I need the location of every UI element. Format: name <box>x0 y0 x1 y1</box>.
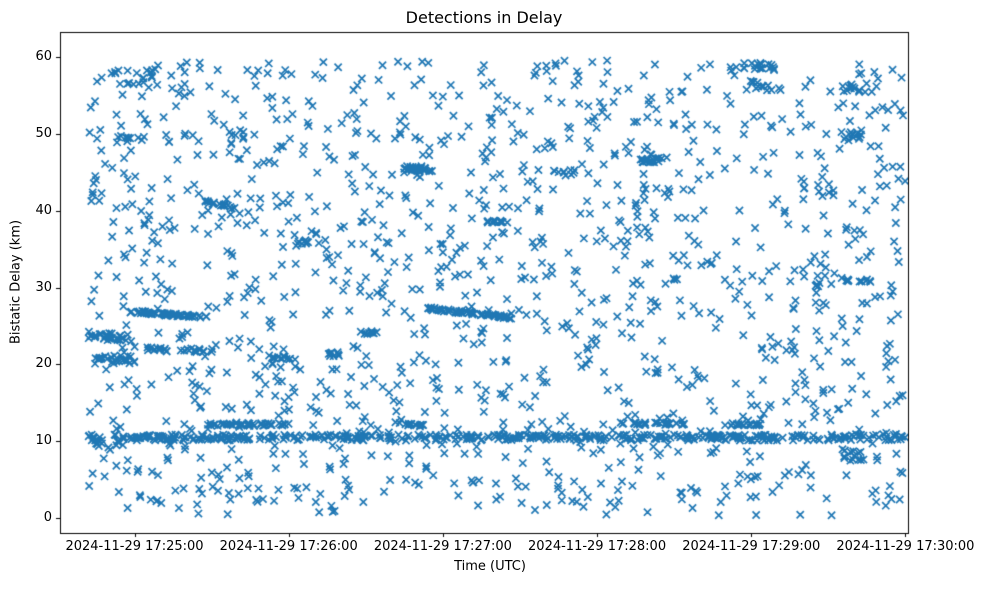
x-tick-label: 2024-11-29 17:25:00 <box>65 539 204 554</box>
y-tick-label: 60 <box>35 48 52 64</box>
x-tick-label: 2024-11-29 17:28:00 <box>528 539 667 554</box>
y-tick-label: 20 <box>35 356 52 372</box>
x-tick-label: 2024-11-29 17:27:00 <box>373 539 512 554</box>
x-tick-label: 2024-11-29 17:30:00 <box>836 539 975 554</box>
chart-title: Detections in Delay <box>405 8 563 27</box>
y-tick-label: 50 <box>35 125 52 141</box>
y-tick-label: 30 <box>35 279 52 295</box>
x-tick-label: 2024-11-29 17:26:00 <box>219 539 358 554</box>
y-tick-label: 0 <box>43 510 52 526</box>
x-axis-label: Time (UTC) <box>454 559 526 574</box>
y-tick-label: 10 <box>35 433 52 449</box>
y-tick-label: 40 <box>35 202 52 218</box>
x-tick-label: 2024-11-29 17:29:00 <box>682 539 821 554</box>
